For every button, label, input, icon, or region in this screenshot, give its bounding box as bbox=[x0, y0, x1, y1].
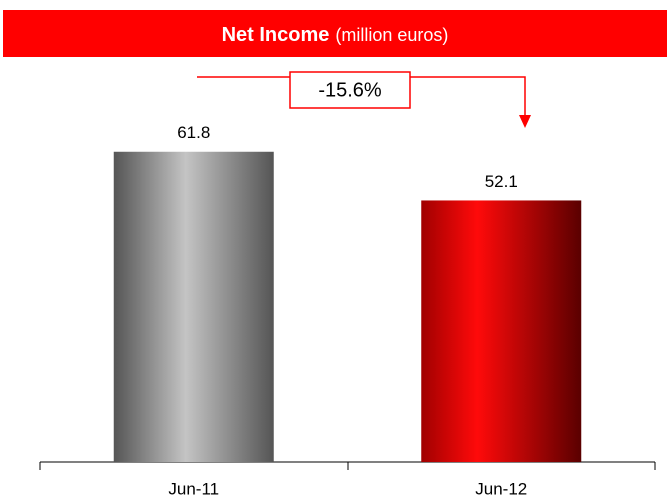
value-label: 52.1 bbox=[485, 172, 518, 191]
chart-title: Net Income bbox=[222, 24, 330, 46]
annotation-line bbox=[410, 76, 526, 116]
bar bbox=[421, 200, 582, 462]
bar bbox=[113, 151, 274, 462]
arrow-head bbox=[519, 115, 531, 128]
value-label: 61.8 bbox=[177, 123, 210, 142]
x-tick-label: Jun-12 bbox=[475, 479, 527, 498]
chart-title-group: Net Income (million euros) bbox=[222, 24, 449, 46]
title-bar bbox=[3, 10, 667, 57]
annotation: -15.6% bbox=[318, 79, 382, 101]
annotation-box bbox=[289, 71, 411, 109]
x-tick-label: Jun-11 bbox=[168, 479, 219, 498]
chart-subtitle: (million euros) bbox=[335, 25, 448, 45]
